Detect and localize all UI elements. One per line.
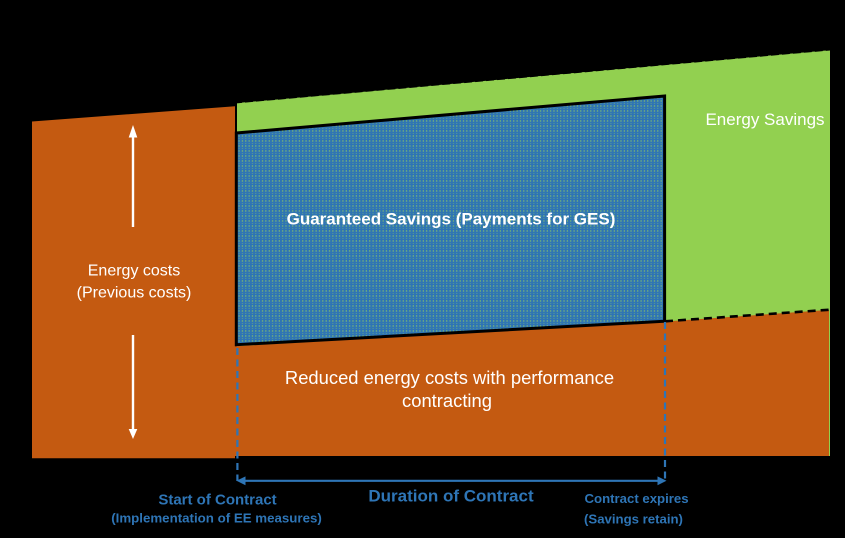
svg-text:contracting: contracting [402, 390, 492, 411]
svg-text:Start of Contract: Start of Contract [158, 492, 276, 509]
svg-text:(Previous costs): (Previous costs) [77, 285, 192, 302]
svg-text:Guaranteed Savings (Payments f: Guaranteed Savings (Payments for GES) [287, 210, 616, 229]
svg-text:Energy Savings: Energy Savings [705, 110, 824, 129]
svg-text:(Implementation of EE measures: (Implementation of EE measures) [111, 511, 322, 526]
svg-text:Duration of Contract: Duration of Contract [368, 486, 534, 505]
svg-text:Reduced energy costs with perf: Reduced energy costs with performance [285, 367, 614, 388]
svg-text:(Savings retain): (Savings retain) [584, 512, 683, 527]
svg-text:Energy costs: Energy costs [88, 263, 180, 280]
svg-text:Contract expires: Contract expires [585, 491, 689, 506]
